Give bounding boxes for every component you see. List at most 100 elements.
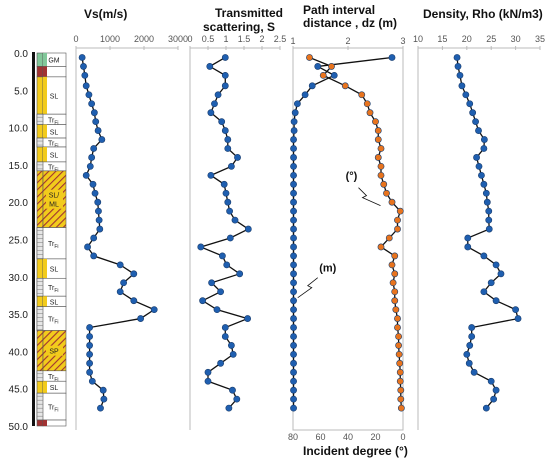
soil-layer-fill xyxy=(43,66,47,77)
depth-axis: 0.0 5.0 10.0 15.0 20.0 25.0 30.0 35.0 40.0 45.0 50… xyxy=(9,49,35,433)
data-point xyxy=(90,234,98,242)
data-point xyxy=(244,225,252,233)
depth-tick-label: 50.0 xyxy=(9,422,29,433)
data-point xyxy=(211,100,218,108)
data-point xyxy=(290,154,297,161)
data-point xyxy=(96,225,104,233)
scattering-title-line1: Transmitted xyxy=(215,6,283,20)
data-point xyxy=(397,404,405,412)
data-point xyxy=(397,386,405,394)
data-point xyxy=(290,377,297,385)
data-point xyxy=(514,315,522,322)
soil-layer-label: TrFi xyxy=(48,117,59,126)
data-point xyxy=(244,315,251,322)
x-tick-label: 2 xyxy=(259,34,264,44)
data-point xyxy=(394,216,401,224)
data-point xyxy=(330,71,338,79)
data-point xyxy=(218,252,226,260)
data-point xyxy=(366,109,374,117)
x-tick-label: 1.5 xyxy=(238,34,251,44)
x-tick-label: 3000 xyxy=(168,34,188,44)
data-point xyxy=(395,350,403,358)
data-point xyxy=(470,368,478,376)
soil-layer-boring xyxy=(36,124,44,139)
data-point xyxy=(392,306,400,314)
data-point xyxy=(472,118,479,126)
data-point xyxy=(290,404,297,412)
data-point xyxy=(218,118,226,126)
data-point xyxy=(482,404,490,412)
data-point xyxy=(217,359,224,367)
data-point xyxy=(234,154,241,161)
soil-layer-boring xyxy=(36,330,44,372)
soil-layer-label: GM xyxy=(48,58,59,65)
data-point xyxy=(372,118,379,126)
data-point xyxy=(290,315,297,322)
data-point xyxy=(130,297,138,305)
data-point xyxy=(394,315,401,322)
soil-layer-boring xyxy=(36,66,44,78)
data-point xyxy=(82,82,90,90)
data-point xyxy=(465,359,473,367)
data-point xyxy=(466,342,474,349)
x-tick-label: 2.5 xyxy=(274,34,287,44)
x-tick-label: 15 xyxy=(437,34,447,44)
data-point xyxy=(377,145,385,152)
depth-tick-label: 30.0 xyxy=(9,273,29,284)
soil-layer-fill xyxy=(43,53,47,67)
data-point xyxy=(90,145,98,152)
data-point xyxy=(389,279,397,287)
data-point xyxy=(197,243,205,251)
data-point xyxy=(485,216,493,224)
data-point xyxy=(383,189,390,197)
soil-layer-label: TrFi xyxy=(48,285,59,294)
soil-layer-label: TrFi xyxy=(48,241,59,250)
data-point xyxy=(480,145,488,152)
data-point xyxy=(485,225,493,233)
data-point xyxy=(492,386,500,394)
x-tick-label: 10 xyxy=(413,34,423,44)
x-tick-label: 30 xyxy=(511,34,521,44)
annotation-leader xyxy=(358,187,381,207)
panel-path-interval: Path interval distance , dz (m) 1 2 3 80 60… xyxy=(288,3,408,458)
data-point xyxy=(290,261,297,269)
series-line xyxy=(309,56,402,409)
data-point xyxy=(207,171,215,179)
data-point xyxy=(226,207,233,215)
data-point xyxy=(492,297,500,305)
soil-layer-fill xyxy=(43,258,47,279)
data-point xyxy=(290,368,297,376)
series-line xyxy=(292,56,393,409)
data-point xyxy=(80,63,87,70)
depth-tick-label: 0.0 xyxy=(14,49,28,60)
data-point xyxy=(231,216,239,224)
data-point xyxy=(290,395,297,403)
vs-title: Vs(m/s) xyxy=(84,7,127,21)
data-point xyxy=(217,288,224,296)
data-point xyxy=(221,324,229,331)
data-point xyxy=(199,297,206,305)
data-point xyxy=(468,324,476,331)
soil-layer-boring xyxy=(36,137,44,148)
soil-label-bg xyxy=(46,345,63,356)
data-point xyxy=(374,154,382,161)
data-point xyxy=(290,136,297,143)
data-point xyxy=(395,333,402,340)
data-point xyxy=(290,127,298,134)
data-point xyxy=(308,82,316,90)
data-point xyxy=(221,127,229,134)
soil-layer-fill xyxy=(43,381,47,394)
data-point xyxy=(116,288,124,296)
soil-layer-boring xyxy=(36,170,44,228)
path-title-line2: distance , dz (m) xyxy=(303,16,397,30)
data-point xyxy=(221,71,229,79)
data-point xyxy=(391,252,399,260)
annotation-leader xyxy=(297,277,318,299)
soil-layer-label: SL xyxy=(50,94,59,101)
data-point xyxy=(221,54,229,61)
soil-layer-boring xyxy=(36,295,44,307)
data-point xyxy=(290,171,297,179)
path-series xyxy=(290,54,405,412)
soil-layer-label: TrFi xyxy=(48,141,59,150)
